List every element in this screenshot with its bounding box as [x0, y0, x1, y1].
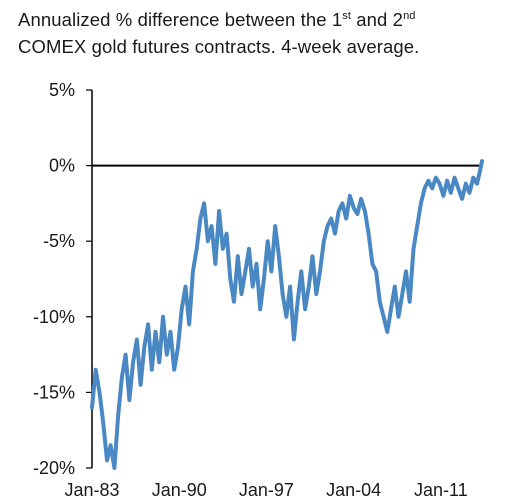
chart-title: Annualized % difference between the 1st …: [18, 6, 508, 60]
series-group: [90, 159, 484, 470]
y-tick-label: 0%: [49, 156, 75, 176]
x-tick-label: Jan-90: [152, 480, 207, 500]
y-tick-label: -20%: [33, 458, 75, 478]
title-sup-second: nd: [403, 10, 416, 22]
x-tick-label: Jan-97: [239, 480, 294, 500]
title-line1-text: Annualized % difference between the 1: [18, 9, 343, 30]
x-axis: Jan-83 Jan-90 Jan-97 Jan-04 Jan-11: [64, 164, 482, 500]
y-axis: 5% 0% -5% -10% -15% -20%: [33, 80, 93, 478]
title-and-text: and 2: [351, 9, 404, 30]
title-line2: COMEX gold futures contracts. 4-week ave…: [18, 36, 420, 57]
x-tick-label: Jan-83: [64, 480, 119, 500]
y-tick-label: 5%: [49, 80, 75, 100]
y-tick-label: -15%: [33, 382, 75, 402]
x-tick-label: Jan-04: [326, 480, 381, 500]
x-tick-label: Jan-11: [414, 480, 468, 500]
y-tick-label: -10%: [33, 307, 75, 327]
series-line: [90, 159, 484, 470]
y-tick-label: -5%: [43, 231, 75, 251]
title-sup-first: st: [342, 10, 352, 22]
